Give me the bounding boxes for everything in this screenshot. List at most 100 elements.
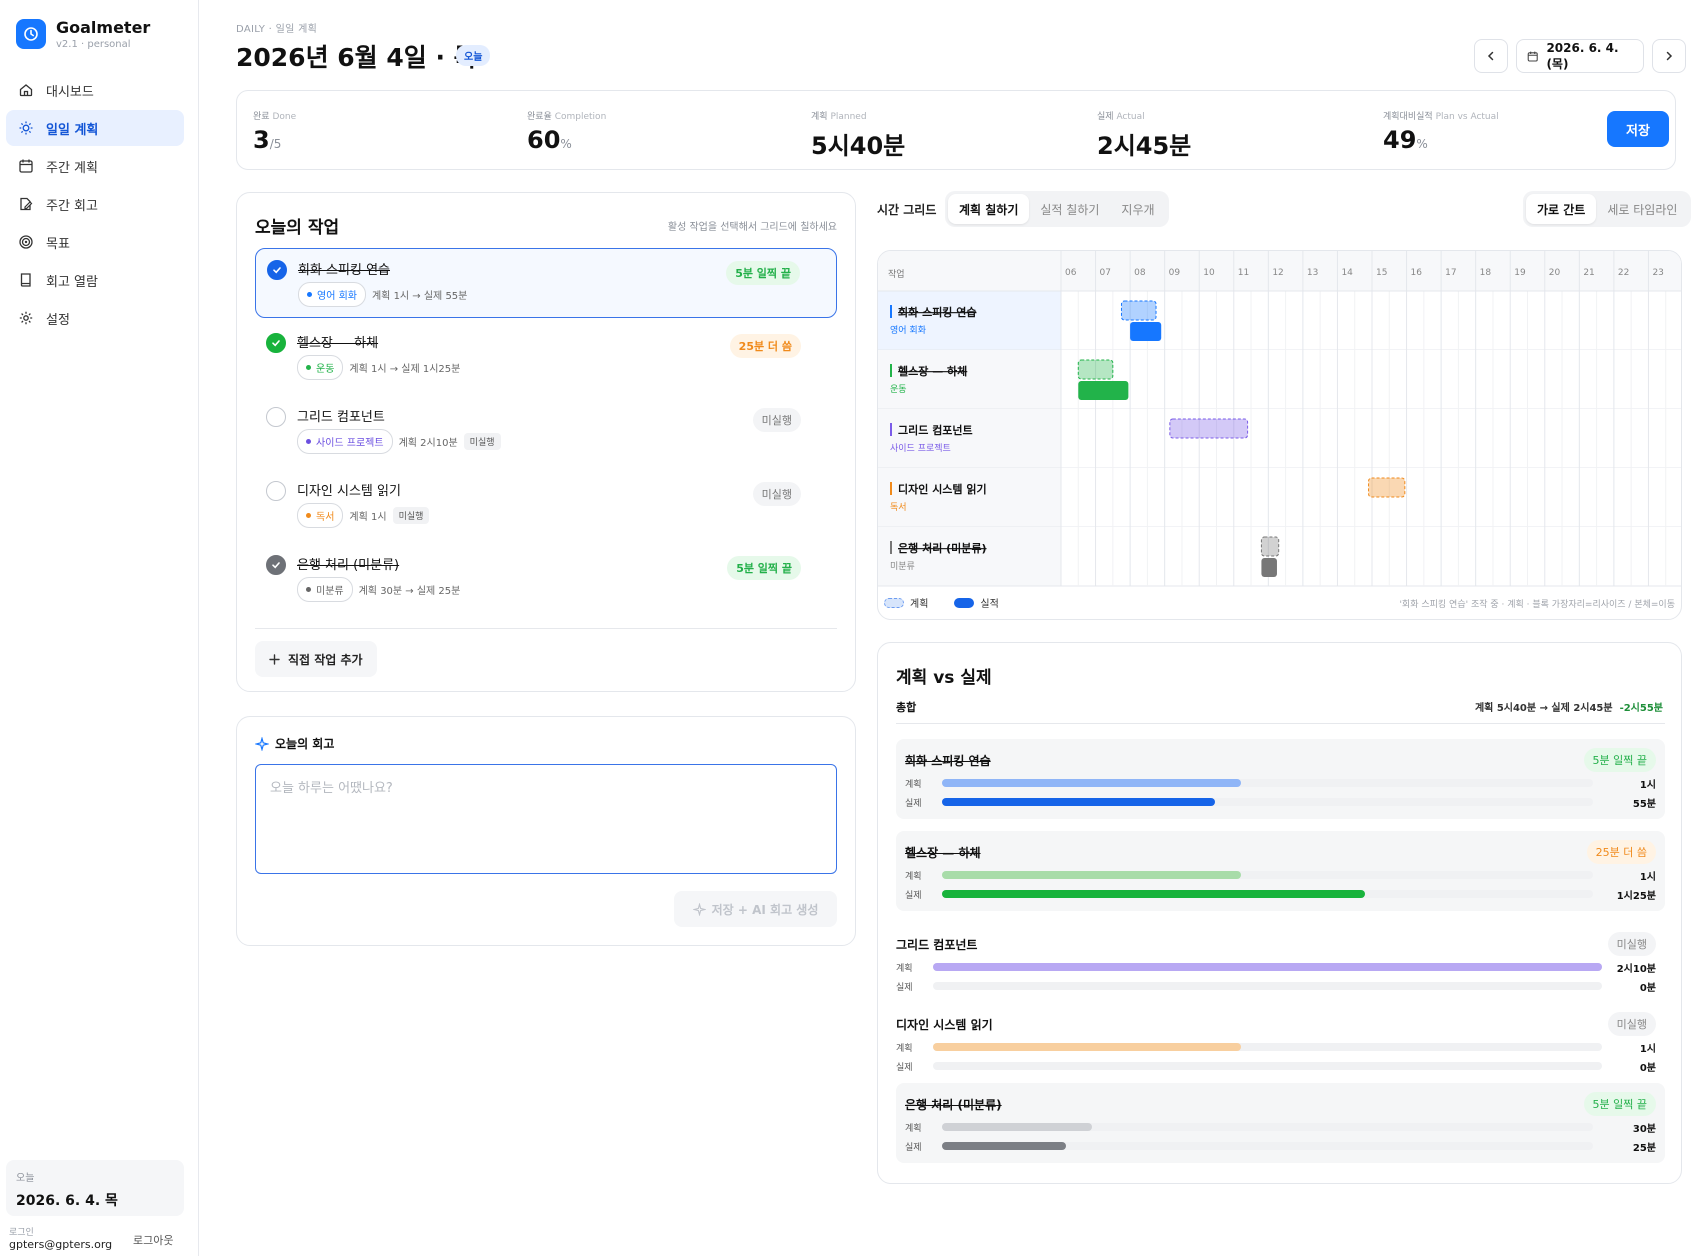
gantt-row-color-bar (890, 423, 892, 436)
legend-plan-label: 계획 (910, 599, 929, 610)
pva-actual-value: 0분 (1639, 983, 1656, 994)
gantt-plan-block[interactable] (1169, 418, 1249, 439)
divider (255, 628, 837, 629)
paint-mode-tab[interactable]: 지우개 (1121, 202, 1155, 217)
pva-plan-bar (933, 1043, 1241, 1051)
pva-plan-track (942, 871, 1593, 879)
sidebar-item-6[interactable]: 회고 열람 (6, 262, 184, 298)
stat-label-en: Plan vs Actual (1435, 112, 1499, 122)
reflection-input[interactable] (255, 764, 837, 874)
stat-label-en: Done (272, 112, 297, 122)
ai-reflection-button[interactable]: 저장 + AI 회고 생성 (674, 891, 837, 927)
sidebar-item-7[interactable]: 설정 (6, 300, 184, 336)
logout-button[interactable]: 로그아웃 (133, 1234, 174, 1247)
calendar-icon (19, 159, 33, 173)
sidebar-item-3[interactable]: 주간 계획 (6, 148, 184, 184)
task-tag[interactable]: 미분류 (297, 577, 353, 602)
pva-plan-bar (933, 963, 1602, 971)
gantt-plan-block[interactable] (1260, 536, 1280, 557)
task-chip: 미실행 (392, 507, 430, 524)
sparkle-icon (692, 902, 706, 916)
view-tab[interactable]: 세로 타임라인 (1607, 202, 1678, 217)
task-tag[interactable]: 영어 회화 (298, 282, 366, 307)
pva-actual-bar (942, 798, 1216, 806)
tag-dot-icon (306, 587, 311, 592)
stat-label: 실제 Actual (1097, 109, 1191, 122)
hour-tick-label: 22 (1618, 268, 1629, 278)
pva-plan-label: 계획 (896, 964, 913, 974)
stat-2: 계획 Planned 5시40분 (811, 109, 905, 161)
sidebar-item-1[interactable]: 대시보드 (6, 72, 184, 108)
task-tag[interactable]: 독서 (297, 503, 344, 528)
gantt-actual-block[interactable] (1078, 381, 1129, 400)
pva-plan-label: 계획 (905, 1124, 922, 1134)
view-tab[interactable]: 가로 간트 (1526, 194, 1597, 224)
target-icon (19, 235, 33, 249)
stat-label-ko: 계획 (811, 112, 828, 122)
task-checkbox[interactable] (266, 333, 286, 353)
stat-unit: % (1416, 137, 1428, 151)
save-button[interactable]: 저장 (1607, 111, 1669, 147)
add-task-button[interactable]: 직접 작업 추가 (255, 641, 377, 677)
task-tag[interactable]: 운동 (297, 355, 344, 380)
task-item[interactable]: 헬스장 — 하체 운동 계획 1시 → 실제 1시25분 25분 더 씀 (255, 322, 837, 392)
today-card-date: 2026. 6. 4. 목 (16, 1193, 118, 1209)
stat-unit: /5 (269, 137, 282, 151)
gantt-row-label-bg (878, 350, 1061, 409)
tasks-hint: 활성 작업을 선택해서 그리드에 칠하세요 (667, 222, 837, 233)
stat-label: 계획 Planned (811, 109, 905, 122)
task-checkbox[interactable] (267, 260, 287, 280)
clock-logo-icon (16, 19, 46, 49)
hour-tick-label: 12 (1272, 268, 1283, 278)
task-tag[interactable]: 사이드 프로젝트 (297, 429, 393, 454)
sidebar-item-2[interactable]: 일일 계획 (6, 110, 184, 146)
gantt-canvas[interactable]: 작업 06 07 08 09 10 11 12 13 14 15 16 17 18 19 20 21 22 23 회화… (878, 251, 1682, 591)
pva-plan-value: 1시 (1639, 1044, 1656, 1055)
stat-number: 60 (527, 126, 561, 154)
pva-plan-bar (942, 871, 1242, 879)
gantt-plan-block[interactable] (1077, 359, 1114, 380)
pva-item-name: 헬스장 — 하체 (905, 846, 981, 860)
task-tag-label: 사이드 프로젝트 (316, 438, 384, 449)
gantt-actual-block[interactable] (1130, 322, 1162, 341)
sidebar-item-5[interactable]: 목표 (6, 224, 184, 260)
hour-tick-label: 08 (1134, 268, 1146, 278)
task-item[interactable]: 회화 스피킹 연습 영어 회화 계획 1시 → 실제 55분 5분 일찍 끝 (255, 248, 837, 318)
pva-item-status: 5분 일찍 끝 (1583, 748, 1656, 772)
task-tag-label: 독서 (316, 512, 335, 523)
next-day-button[interactable] (1652, 39, 1686, 73)
pva-plan-track (942, 779, 1593, 787)
stat-3: 실제 Actual 2시45분 (1097, 109, 1191, 161)
gantt-plan-block[interactable] (1120, 300, 1157, 321)
task-name: 회화 스피킹 연습 (298, 263, 390, 278)
task-meta: 영어 회화 계획 1시 → 실제 55분 (298, 282, 467, 307)
legend-actual-label: 실적 (980, 599, 999, 610)
prev-day-button[interactable] (1474, 39, 1508, 73)
pva-actual-label: 실제 (896, 1063, 913, 1073)
plan-vs-actual-panel: 계획 vs 실제 총합 계획 5시40분 → 실제 2시45분 -2시55분 회… (877, 642, 1682, 1184)
task-item[interactable]: 그리드 컴포넌트 사이드 프로젝트 계획 2시10분 미실행 미실행 (255, 396, 837, 466)
sidebar-item-label: 회고 열람 (46, 274, 98, 290)
pva-plan-bar (942, 779, 1242, 787)
brand[interactable]: Goalmeter v2.1 · personal (16, 18, 150, 50)
gantt-col-header: 작업 (888, 269, 905, 280)
pva-summary: 계획 5시40분 → 실제 2시45분 -2시55분 (1475, 699, 1663, 714)
task-name: 은행 처리 (미분류) (297, 558, 400, 573)
paint-mode-tab[interactable]: 계획 칠하기 (948, 194, 1030, 224)
stats-bar: 완료 Done 3/5 완료율 Completion 60% 계획 Planned … (236, 90, 1676, 170)
task-item[interactable]: 디자인 시스템 읽기 독서 계획 1시 미실행 미실행 (255, 470, 837, 540)
pva-plan-label: 계획 (905, 780, 922, 790)
task-checkbox[interactable] (266, 407, 286, 427)
gantt-plan-block[interactable] (1368, 477, 1406, 498)
paint-mode-tab[interactable]: 실적 칠하기 (1040, 202, 1100, 217)
task-detail: 계획 30분 → 실제 25분 (358, 586, 461, 597)
legend-plan-swatch (884, 597, 904, 608)
gantt-actual-block[interactable] (1261, 558, 1277, 577)
task-checkbox[interactable] (266, 555, 286, 575)
sidebar-item-4[interactable]: 주간 회고 (6, 186, 184, 222)
task-tag-label: 영어 회화 (317, 291, 357, 302)
task-checkbox[interactable] (266, 481, 286, 501)
calendar-icon (1527, 51, 1538, 62)
date-picker-button[interactable]: 2026. 6. 4. (목) (1516, 39, 1644, 73)
task-item[interactable]: 은행 처리 (미분류) 미분류 계획 30분 → 실제 25분 5분 일찍 끝 (255, 544, 837, 614)
